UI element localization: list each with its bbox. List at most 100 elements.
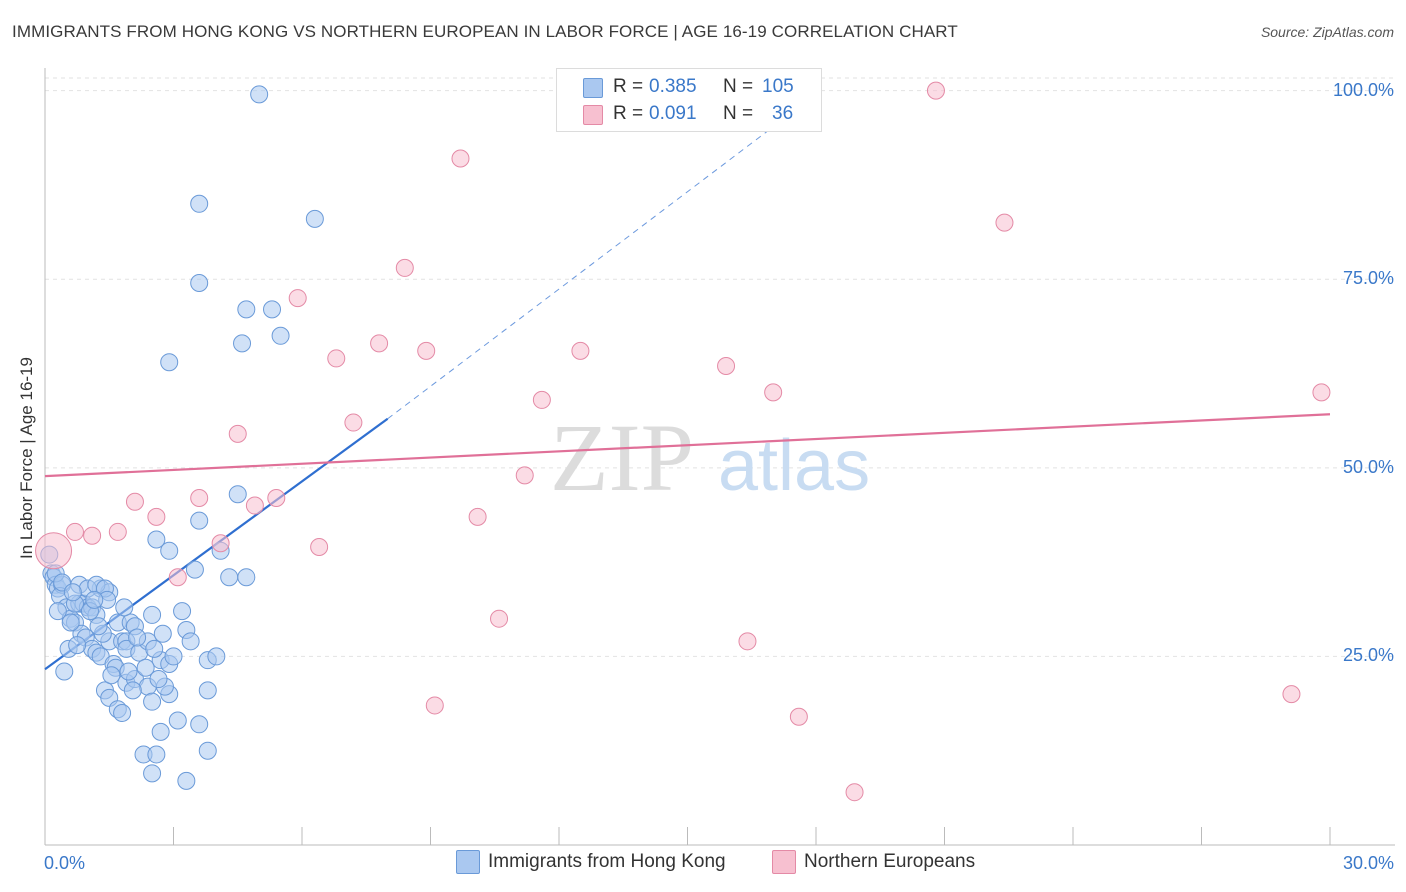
hongkong-point bbox=[164, 647, 183, 666]
hongkong-point bbox=[198, 741, 217, 760]
hongkong-point bbox=[177, 771, 196, 790]
n-label: N = bbox=[723, 103, 754, 124]
hongkong-point bbox=[207, 647, 226, 666]
legend-label: Northern Europeans bbox=[804, 851, 976, 873]
hongkong-point bbox=[119, 662, 138, 681]
hongkong-point bbox=[145, 639, 164, 658]
stats-row-northern: R = 0.091 N = 36 bbox=[557, 101, 821, 127]
northern-point bbox=[926, 81, 945, 100]
northern-point bbox=[425, 696, 444, 715]
northern-point bbox=[83, 526, 102, 545]
hongkong-point bbox=[147, 745, 166, 764]
hongkong-point bbox=[143, 605, 162, 624]
northern-point bbox=[417, 341, 436, 360]
hongkong-point bbox=[55, 662, 74, 681]
hongkong-point bbox=[153, 624, 172, 643]
northern-point bbox=[995, 213, 1014, 232]
northern-point bbox=[310, 538, 329, 557]
hongkong-point bbox=[220, 568, 239, 587]
hongkong-point bbox=[147, 530, 166, 549]
hongkong-point bbox=[128, 628, 147, 647]
hongkong-point bbox=[48, 602, 67, 621]
r-value: 0.385 bbox=[649, 76, 697, 97]
x-tick-max: 30.0% bbox=[1342, 853, 1394, 873]
northern-point bbox=[147, 507, 166, 526]
hongkong-point bbox=[143, 692, 162, 711]
northern-point bbox=[532, 390, 551, 409]
northern-point bbox=[327, 349, 346, 368]
northern-point bbox=[1312, 383, 1331, 402]
x-tick-min: 0.0% bbox=[44, 853, 86, 873]
hongkong-point bbox=[68, 636, 87, 655]
hongkong-point bbox=[233, 334, 252, 353]
hongkong-point bbox=[198, 681, 217, 700]
northern-point bbox=[845, 783, 864, 802]
northern-point bbox=[108, 522, 127, 541]
northern-point bbox=[468, 507, 487, 526]
hongkong-point bbox=[263, 300, 282, 319]
source-label: Source: ZipAtlas.com bbox=[1260, 24, 1394, 40]
hongkong-point bbox=[149, 670, 168, 689]
northern-point bbox=[245, 496, 264, 515]
northern-swatch bbox=[583, 105, 603, 125]
hongkong-point bbox=[173, 602, 192, 621]
hongkong-point bbox=[89, 617, 108, 636]
n-value: 36 bbox=[772, 103, 794, 124]
axes bbox=[44, 68, 1395, 846]
northern-point bbox=[344, 413, 363, 432]
hongkong-point bbox=[190, 715, 209, 734]
northern-point bbox=[764, 383, 783, 402]
northern-point bbox=[490, 609, 509, 628]
legend-item-northern[interactable]: Northern Europeans bbox=[772, 850, 975, 874]
trend-lines bbox=[44, 94, 1331, 671]
northern-point bbox=[211, 534, 230, 553]
y-axis-label: In Labor Force | Age 16-19 bbox=[17, 357, 36, 559]
northern-point bbox=[65, 522, 84, 541]
legend-swatch bbox=[772, 850, 796, 874]
stats-box: R = 0.385 N = 105 R = 0.091 N = 36 bbox=[556, 68, 822, 132]
northern-point bbox=[395, 258, 414, 277]
northern-point bbox=[451, 149, 470, 168]
hongkong-point bbox=[305, 209, 324, 228]
hongkong-point bbox=[160, 353, 179, 372]
legend-item-hongkong[interactable]: Immigrants from Hong Kong bbox=[456, 850, 726, 874]
northern-point bbox=[1282, 685, 1301, 704]
northern-point bbox=[228, 424, 247, 443]
northern-point bbox=[267, 488, 286, 507]
hongkong-point bbox=[228, 485, 247, 504]
watermark-zip: ZIP bbox=[550, 404, 694, 511]
r-value: 0.091 bbox=[649, 103, 697, 124]
y-tick-label: 100.0% bbox=[1332, 79, 1394, 100]
hongkong-point bbox=[85, 590, 104, 609]
legend-label: Immigrants from Hong Kong bbox=[488, 851, 726, 873]
hongkong-point bbox=[237, 300, 256, 319]
r-label: R = bbox=[613, 103, 644, 124]
hongkong-point bbox=[250, 85, 269, 104]
northern-point bbox=[125, 492, 144, 511]
legend-swatch bbox=[456, 850, 480, 874]
northern-point bbox=[168, 568, 187, 587]
hongkong-point bbox=[136, 658, 155, 677]
northern-point bbox=[717, 356, 736, 375]
y-tick-label: 25.0% bbox=[1342, 645, 1394, 666]
northern-point bbox=[571, 341, 590, 360]
hongkong-point bbox=[190, 194, 209, 213]
hongkong-point bbox=[143, 764, 162, 783]
northern-point bbox=[190, 488, 209, 507]
hongkong-point bbox=[61, 613, 80, 632]
hongkong-point bbox=[271, 326, 290, 345]
hongkong-point bbox=[115, 598, 134, 617]
northern-point bbox=[370, 334, 389, 353]
r-label: R = bbox=[613, 76, 644, 97]
hongkong-point bbox=[190, 273, 209, 292]
hongkong-point bbox=[185, 560, 204, 579]
hongkong-point bbox=[151, 722, 170, 741]
hongkong-point bbox=[102, 666, 121, 685]
northern-point bbox=[738, 632, 757, 651]
y-tick-label: 50.0% bbox=[1342, 456, 1394, 477]
hongkong-point bbox=[181, 632, 200, 651]
hongkong-point bbox=[123, 681, 142, 700]
n-value: 105 bbox=[762, 76, 794, 97]
chart-title: IMMIGRANTS FROM HONG KONG VS NORTHERN EU… bbox=[12, 22, 958, 41]
